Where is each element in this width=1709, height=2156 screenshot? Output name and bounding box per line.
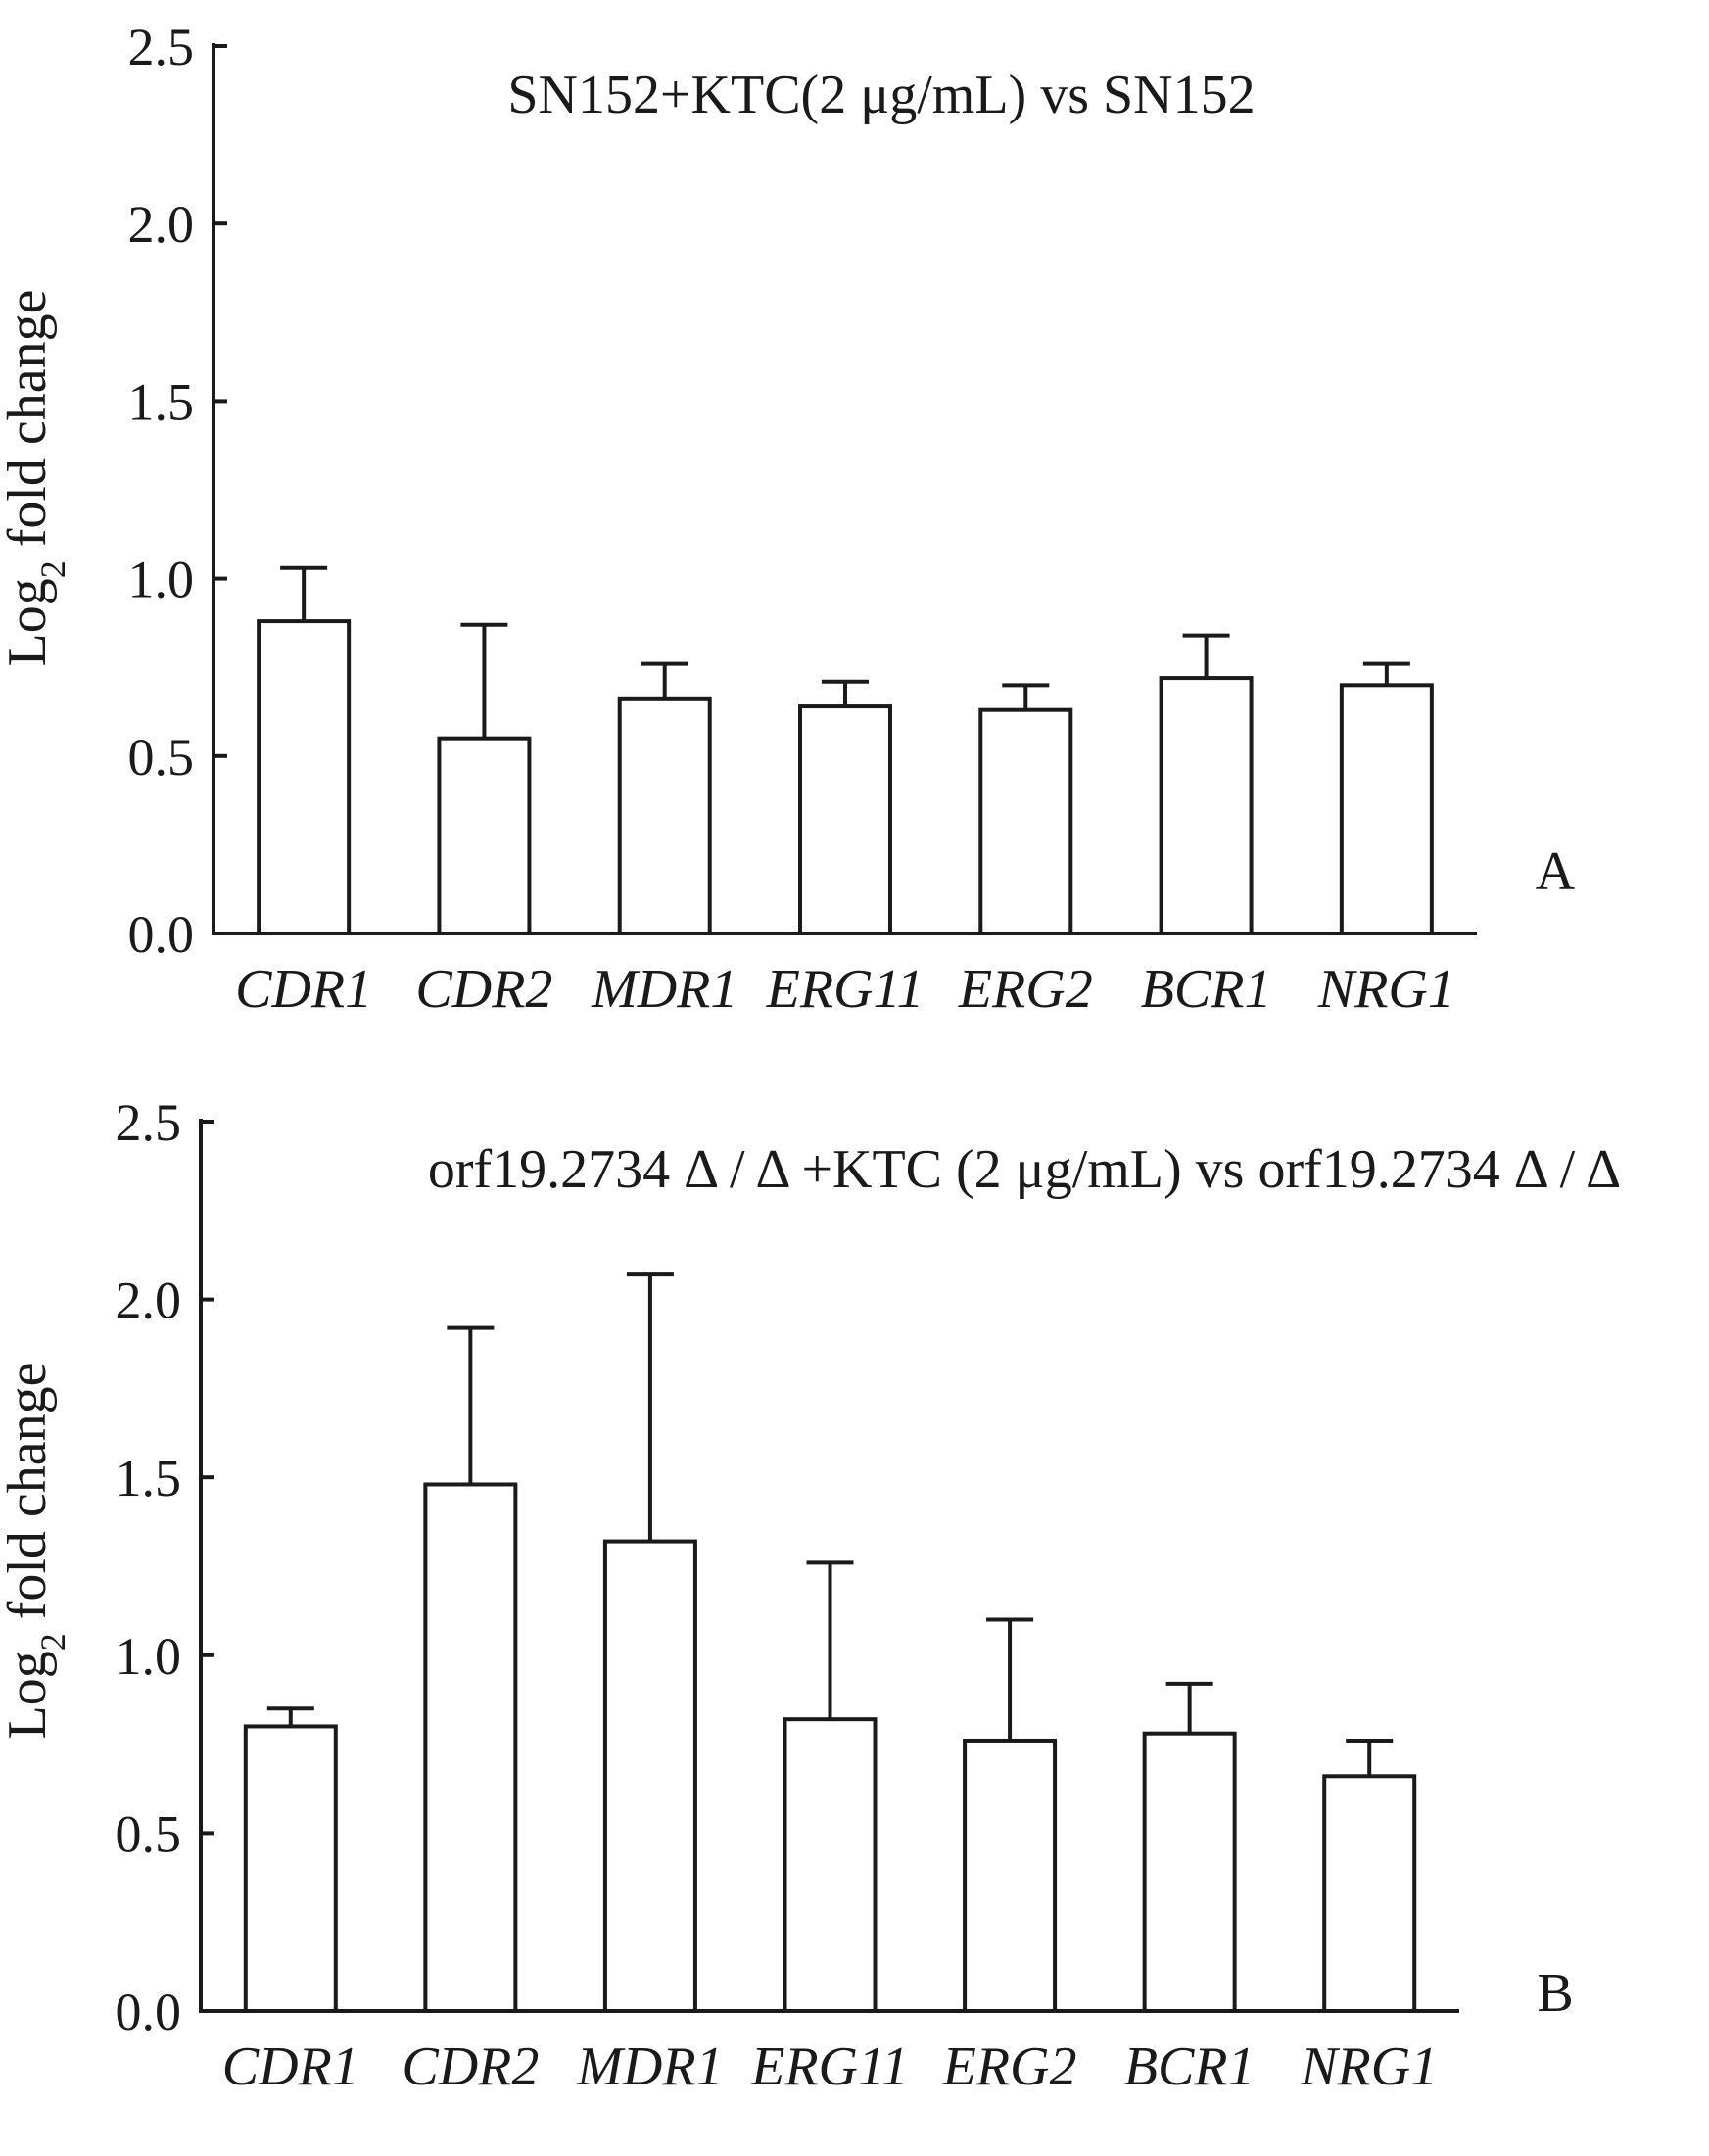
y-tick-label: 0.0 <box>128 905 195 964</box>
bars-a <box>257 619 1434 936</box>
x-tick-labels-b: CDR1 CDR2 MDR1 ERG11 ERG2 BCR1 NRG1 <box>222 2036 1438 2097</box>
bar <box>617 696 712 935</box>
y-tick-label: 0.0 <box>116 1983 182 2041</box>
bar <box>423 1482 518 2013</box>
x-tick-label: ERG2 <box>958 959 1093 1020</box>
chart-panel-b: orf19.2734 Δ / Δ +KTC (2 μg/mL) vs orf19… <box>0 1093 1621 2097</box>
bar <box>978 707 1073 935</box>
bar <box>798 704 892 936</box>
bar <box>963 1738 1058 2014</box>
y-ticks-b: 0.0 0.5 1.0 1.5 2.0 2.5 <box>116 1093 214 2041</box>
bar <box>243 1724 338 2013</box>
y-tick-label: 2.0 <box>116 1271 182 1330</box>
y-tick-label: 1.0 <box>116 1627 182 1686</box>
panel-label-a: A <box>1536 841 1576 902</box>
y-axis-label-b: Log2 fold change <box>0 1363 72 1740</box>
y-ticks-a: 0.0 0.5 1.0 1.5 2.0 2.5 <box>128 18 227 964</box>
y-tick-label: 0.5 <box>128 728 195 787</box>
y-tick-label: 1.5 <box>128 372 195 431</box>
bar <box>1339 683 1434 935</box>
y-tick-label: 2.0 <box>128 195 195 254</box>
bar <box>602 1539 697 2014</box>
y-tick-label: 1.0 <box>128 551 195 609</box>
x-tick-label: BCR1 <box>1124 2036 1256 2097</box>
error-bars-a <box>280 565 1410 739</box>
x-tick-labels-a: CDR1 CDR2 MDR1 ERG11 ERG2 BCR1 NRG1 <box>235 959 1455 1020</box>
x-tick-label: NRG1 <box>1300 2036 1438 2097</box>
bar <box>1322 1774 1417 2013</box>
bar <box>437 736 532 935</box>
y-axis-label-a: Log2 fold change <box>0 290 72 667</box>
x-tick-label: CDR1 <box>222 2036 359 2097</box>
bars-b <box>243 1482 1417 2014</box>
panel-label-b: B <box>1537 1963 1573 2024</box>
x-tick-label: ERG11 <box>750 2036 909 2097</box>
y-tick-label: 0.5 <box>116 1804 182 1863</box>
x-tick-label: ERG2 <box>942 2036 1077 2097</box>
x-tick-label: CDR2 <box>402 2036 539 2097</box>
y-tick-label: 2.5 <box>116 1093 182 1152</box>
error-bars-b <box>266 1272 1394 1777</box>
x-tick-label: MDR1 <box>576 2036 723 2097</box>
bar <box>1142 1731 1237 2013</box>
bar <box>1159 676 1254 936</box>
bar <box>257 619 352 935</box>
chart-title-a: SN152+KTC(2 μg/mL) vs SN152 <box>507 65 1255 125</box>
bar <box>783 1717 878 2014</box>
x-tick-label: MDR1 <box>591 959 737 1020</box>
chart-title-b: orf19.2734 Δ / Δ +KTC (2 μg/mL) vs orf19… <box>428 1139 1621 1200</box>
chart-panel-a: SN152+KTC(2 μg/mL) vs SN152 Log2 fold ch… <box>0 18 1576 1020</box>
x-tick-label: ERG11 <box>766 959 925 1020</box>
x-tick-label: CDR2 <box>415 959 552 1020</box>
x-tick-label: CDR1 <box>235 959 372 1020</box>
x-tick-label: NRG1 <box>1317 959 1455 1020</box>
y-tick-label: 1.5 <box>116 1449 182 1508</box>
y-tick-label: 2.5 <box>128 18 195 76</box>
x-tick-label: BCR1 <box>1141 959 1272 1020</box>
